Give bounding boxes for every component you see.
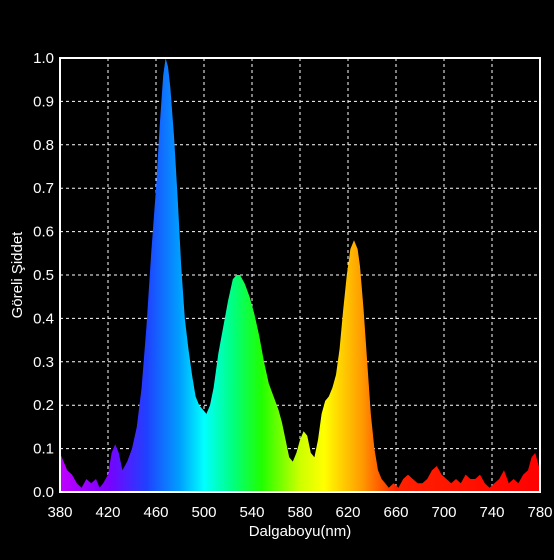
x-tick-label: 580 bbox=[287, 504, 312, 521]
x-tick-label: 500 bbox=[191, 504, 216, 521]
x-tick-label: 420 bbox=[95, 504, 120, 521]
y-tick-label: 0.0 bbox=[33, 484, 54, 501]
y-tick-label: 0.5 bbox=[33, 267, 54, 284]
y-tick-label: 0.8 bbox=[33, 137, 54, 154]
y-axis-ticks: 0.0 0.1 0.2 0.3 0.4 0.5 0.6 0.7 0.8 0.9 1.0 bbox=[33, 50, 54, 501]
x-tick-label: 740 bbox=[479, 504, 504, 521]
plot-border bbox=[59, 57, 541, 493]
x-tick-label: 780 bbox=[527, 504, 552, 521]
x-axis-title: Dalgaboyu(nm) bbox=[249, 523, 352, 540]
y-tick-label: 0.4 bbox=[33, 310, 54, 327]
x-tick-label: 620 bbox=[335, 504, 360, 521]
x-tick-label: 460 bbox=[143, 504, 168, 521]
x-tick-label: 660 bbox=[383, 504, 408, 521]
spectrum-area bbox=[60, 58, 540, 492]
y-tick-label: 0.9 bbox=[33, 93, 54, 110]
y-tick-label: 0.6 bbox=[33, 224, 54, 241]
x-tick-label: 380 bbox=[47, 504, 72, 521]
y-tick-label: 0.7 bbox=[33, 180, 54, 197]
x-tick-label: 700 bbox=[431, 504, 456, 521]
y-axis-title: Göreli Şiddet bbox=[9, 231, 26, 319]
y-tick-label: 0.1 bbox=[33, 441, 54, 458]
y-tick-label: 0.2 bbox=[33, 397, 54, 414]
x-axis-ticks: 380 420 460 500 540 580 620 660 700 740 780 bbox=[47, 504, 552, 521]
x-tick-label: 540 bbox=[239, 504, 264, 521]
y-tick-label: 1.0 bbox=[33, 50, 54, 67]
y-tick-label: 0.3 bbox=[33, 354, 54, 371]
